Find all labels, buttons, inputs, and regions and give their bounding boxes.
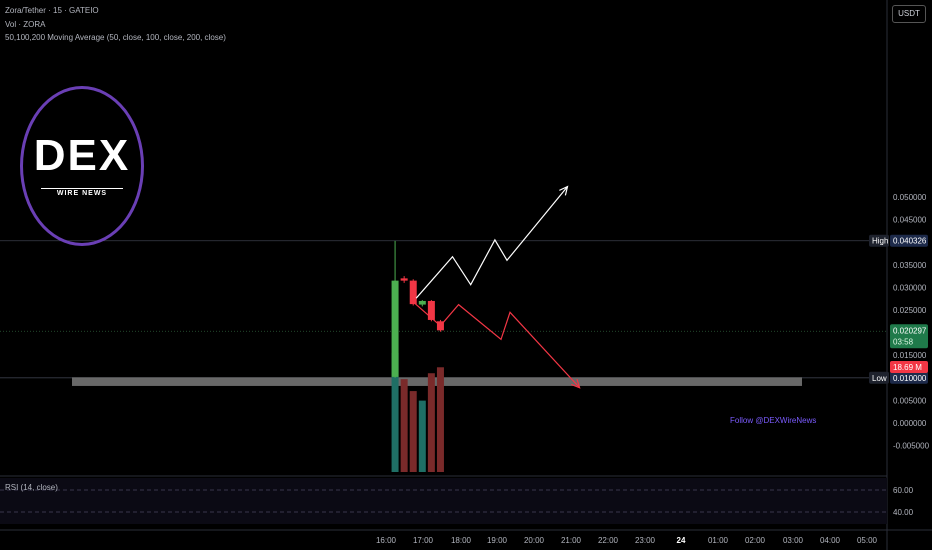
- candle-body: [418, 300, 426, 305]
- bullish-projection: [415, 186, 568, 299]
- x-tick-label: 17:00: [413, 536, 434, 545]
- bearish-projection-arrowhead: [571, 378, 581, 389]
- watermark-text: Follow @DEXWireNews: [730, 416, 817, 425]
- y-tick-label: 0.015000: [893, 351, 927, 360]
- rsi-level-label: 60.00: [893, 486, 914, 495]
- y-tick-label: -0.005000: [893, 442, 930, 451]
- candle-body: [400, 278, 408, 281]
- currency-button[interactable]: USDT: [892, 5, 926, 23]
- x-tick-label: 22:00: [598, 536, 619, 545]
- high-label: High: [872, 237, 888, 246]
- x-tick-label: 21:00: [561, 536, 582, 545]
- y-tick-label: 0.025000: [893, 306, 927, 315]
- volume-tag: 18.69 M: [893, 363, 922, 372]
- volume-bar: [391, 353, 399, 472]
- low-value-tag-bg: [890, 371, 928, 384]
- x-tick-label: 20:00: [524, 536, 545, 545]
- x-tick-label: 16:00: [376, 536, 397, 545]
- y-tick-label: 0.005000: [893, 396, 927, 405]
- candle-body: [427, 300, 435, 320]
- y-tick-label: 0.045000: [893, 216, 927, 225]
- y-tick-label: 0.050000: [893, 193, 927, 202]
- symbol-legend: Zora/Tether · 15 · GATEIO: [5, 6, 99, 15]
- volume-bar: [418, 400, 426, 472]
- volume-bar: [436, 367, 444, 472]
- low-value-tag: 0.010000: [893, 374, 927, 383]
- logo-divider: [41, 188, 123, 189]
- volume-tag-bg: [890, 361, 928, 373]
- rsi-level-label: 40.00: [893, 508, 914, 517]
- candle-body: [409, 280, 417, 305]
- last-price-value: 0.020297: [893, 326, 927, 335]
- volume-bar: [409, 391, 417, 472]
- high-value-tag: 0.040326: [893, 237, 927, 246]
- x-tick-label: 03:00: [783, 536, 804, 545]
- rsi-pane: [0, 478, 887, 524]
- x-tick-label: 24: [677, 536, 686, 545]
- low-label-bg: [869, 371, 889, 384]
- x-tick-label: 18:00: [451, 536, 472, 545]
- logo-title: DEX: [33, 131, 131, 180]
- high-value-tag-bg: [890, 234, 928, 247]
- last-price-countdown: 03:58: [893, 337, 914, 346]
- y-tick-label: 0.000000: [893, 419, 927, 428]
- dex-logo: DEX WIRE NEWS: [20, 86, 144, 246]
- y-tick-label: 0.035000: [893, 261, 927, 270]
- y-tick-label: 0.030000: [893, 283, 927, 292]
- x-tick-label: 05:00: [857, 536, 878, 545]
- x-tick-label: 23:00: [635, 536, 656, 545]
- x-tick-label: 02:00: [745, 536, 766, 545]
- volume-bar: [427, 373, 435, 472]
- x-tick-label: 19:00: [487, 536, 508, 545]
- bullish-projection-arrowhead: [559, 185, 569, 196]
- bearish-projection: [412, 301, 581, 389]
- rsi-legend: RSI (14, close): [5, 483, 58, 492]
- volume-bar: [400, 379, 408, 472]
- last-price-tag-bg: [890, 324, 928, 349]
- high-label-bg: [869, 234, 889, 247]
- logo-subtitle: WIRE NEWS: [56, 190, 108, 197]
- x-tick-label: 04:00: [820, 536, 841, 545]
- volume-legend: Vol · ZORA: [5, 20, 46, 29]
- candle-body: [391, 280, 399, 377]
- low-label: Low: [872, 374, 887, 383]
- x-tick-label: 01:00: [708, 536, 729, 545]
- moving-average-legend: 50,100,200 Moving Average (50, close, 10…: [5, 33, 226, 42]
